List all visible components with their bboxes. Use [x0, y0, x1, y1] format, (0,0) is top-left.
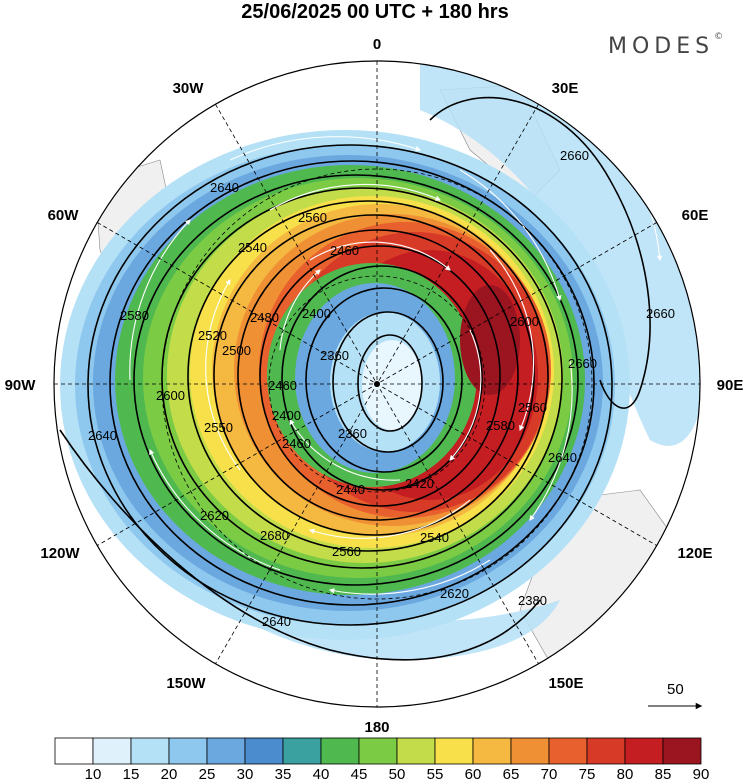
colorbar-tick-label: 50: [389, 766, 406, 782]
contour-label: 2480: [250, 310, 279, 325]
colorbar-swatch: [358, 737, 398, 765]
colorbar-swatch: [206, 737, 246, 765]
contour-label: 2600: [156, 388, 185, 403]
colorbar-swatch: [662, 737, 702, 765]
contour-label: 2640: [88, 428, 117, 443]
contour-label: 2420: [405, 476, 434, 491]
contour-label: 2540: [238, 240, 267, 255]
contour-label: 2520: [198, 328, 227, 343]
contour-label: 2620: [440, 586, 469, 601]
colorbar-tick-label: 15: [123, 766, 140, 782]
light-blue-region-s: [150, 540, 560, 660]
colorbar-swatch: [548, 737, 588, 765]
contour-label: 2620: [200, 508, 229, 523]
lon-label-150w: 150W: [166, 675, 206, 692]
brand-name: MODES: [608, 34, 715, 59]
contour-label: 2560: [518, 400, 547, 415]
contour-label: 2580: [120, 308, 149, 323]
contour-label: 2560: [298, 210, 327, 225]
contour-label: 2440: [336, 482, 365, 497]
longitude-labels: 0 30E 60E 90E 120E 150E 180 150W 120W 90…: [5, 36, 744, 736]
colorbar-tick-label: 20: [161, 766, 178, 782]
contour-label: 2660: [646, 306, 675, 321]
contour-label: 2360: [320, 348, 349, 363]
contour-label: 2640: [210, 180, 239, 195]
reference-vector-label: 50: [667, 681, 684, 698]
colorbar-swatch: [510, 737, 550, 765]
contour-label: 2560: [332, 544, 361, 559]
lon-label-120w: 120W: [40, 545, 80, 562]
reference-vector: 50: [648, 681, 703, 710]
colorbar-swatch: [168, 737, 208, 765]
colorbar-swatch: [244, 737, 284, 765]
contour-label: 2500: [222, 343, 251, 358]
brand-mark: ©: [714, 31, 724, 42]
contour-label: 2640: [262, 614, 291, 629]
colorbar-swatch: [434, 737, 474, 765]
colorbar-swatch: [472, 737, 512, 765]
contour-label: 2580: [486, 418, 515, 433]
contour-label: 2380: [518, 593, 547, 608]
lon-label-150e: 150E: [548, 675, 583, 692]
colorbar-tick-label: 30: [237, 766, 254, 782]
contour-label: 2460: [330, 243, 359, 258]
colorbar-tick-label: 40: [313, 766, 330, 782]
colorbar-tick-label: 80: [617, 766, 634, 782]
lon-label-90w: 90W: [5, 377, 37, 394]
lon-label-60e: 60E: [682, 207, 709, 224]
lon-label-60w: 60W: [48, 207, 80, 224]
graticule: [54, 61, 700, 707]
colorbar-tick-label: 25: [199, 766, 216, 782]
contour-label: 2680: [260, 528, 289, 543]
light-blue-region-ne: [420, 61, 700, 446]
colorbar-swatch: [396, 737, 436, 765]
colorbar-tick-label: 70: [541, 766, 558, 782]
colorbar-swatch: [92, 737, 132, 765]
contour-label: 2640: [548, 450, 577, 465]
colorbar-tick-label: 90: [693, 766, 710, 782]
darkred-core: [460, 285, 520, 395]
colorbar-tick-label: 10: [85, 766, 102, 782]
lon-label-30w: 30W: [173, 80, 205, 97]
lon-label-180: 180: [364, 719, 389, 736]
colorbar-tick-label: 55: [427, 766, 444, 782]
contour-label-group: 2640 2560 2540 2460 2400 2520 2480 2500 …: [88, 148, 675, 629]
colorbar-swatch: [54, 737, 94, 765]
geopotential-contours: [59, 96, 651, 661]
colorbar-tick-label: 85: [655, 766, 672, 782]
colorbar-swatch: [282, 737, 322, 765]
contour-label: 2400: [302, 306, 331, 321]
wind-streamlines: [119, 119, 663, 642]
colorbar-tick-label: 35: [275, 766, 292, 782]
contour-label: 2660: [568, 356, 597, 371]
colorbar-tick-label: 60: [465, 766, 482, 782]
contour-label: 2540: [420, 530, 449, 545]
contour-label: 2400: [272, 408, 301, 423]
lon-label-0: 0: [373, 36, 381, 53]
contour-label: 2550: [204, 420, 233, 435]
contour-label: 2600: [510, 314, 539, 329]
contour-label: 2660: [560, 148, 589, 163]
colorbar-swatch: [130, 737, 170, 765]
modes-logo: MODES©: [608, 31, 724, 59]
colorbar-tick-label: 75: [579, 766, 596, 782]
lon-label-30e: 30E: [552, 80, 579, 97]
colorbar-tick-label: 65: [503, 766, 520, 782]
map-border: [53, 60, 701, 708]
lon-label-120e: 120E: [677, 545, 712, 562]
wind-speed-field: [54, 61, 700, 707]
colorbar-swatch: [320, 737, 360, 765]
contour-label: 2460: [282, 436, 311, 451]
colorbar-swatch: [586, 737, 626, 765]
colorbar: [54, 737, 702, 765]
contour-label: 2360: [338, 426, 367, 441]
colorbar-swatch: [624, 737, 664, 765]
map-title: 25/06/2025 00 UTC + 180 hrs: [241, 1, 509, 23]
lon-label-90e: 90E: [717, 377, 744, 394]
contour-label: 2460: [268, 378, 297, 393]
colorbar-labels: 10 15 20 25 30 35 40 45 50 55 60 65 70 75 80 85 90: [85, 766, 710, 782]
colorbar-tick-label: 45: [351, 766, 368, 782]
